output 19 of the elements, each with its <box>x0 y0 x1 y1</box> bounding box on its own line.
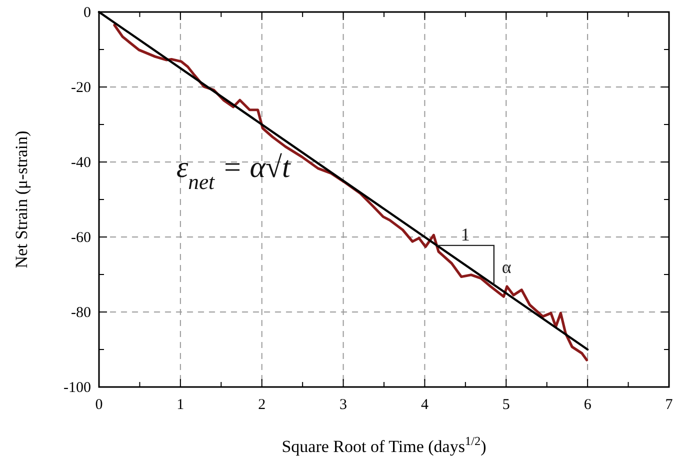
x-tick-label: 1 <box>176 397 184 413</box>
y-tick-label: -80 <box>71 305 91 321</box>
x-axis-title: Square Root of Time (days$^{1/2}$) <box>282 434 486 456</box>
x-tick-label: 5 <box>502 397 510 413</box>
y-tick-label: -40 <box>71 155 91 171</box>
y-axis-title: Net Strain (μ-strain) <box>12 130 31 268</box>
x-tick-label: 4 <box>420 397 429 413</box>
y-tick-label: -60 <box>71 230 91 246</box>
x-tick-label: 2 <box>258 397 266 413</box>
x-tick-label: 6 <box>584 397 592 413</box>
y-tick-label: -100 <box>64 380 91 396</box>
x-tick-label: 3 <box>340 397 348 413</box>
annotation: α <box>502 256 512 277</box>
y-tick-label: 0 <box>84 5 91 21</box>
x-tick-label: 0 <box>95 397 103 413</box>
annotation: 1 <box>460 224 470 244</box>
x-tick-label: 7 <box>665 397 674 413</box>
annotation: ε$_{net}$ = α√t <box>176 151 292 194</box>
y-tick-label: -20 <box>71 80 91 96</box>
